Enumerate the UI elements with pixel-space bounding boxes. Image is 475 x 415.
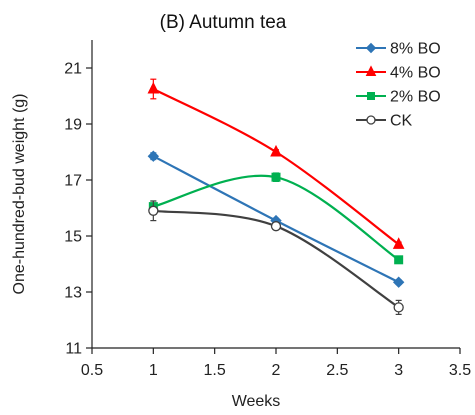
data-point [148,205,159,216]
data-point [394,255,404,265]
legend-label: 4% BO [390,65,441,82]
x-tick-label: 2.5 [326,362,348,379]
legend-label: CK [390,113,413,130]
y-ticks: 11 13 15 17 19 21 [64,61,92,358]
axes [91,40,460,349]
y-tick-label: 19 [64,117,82,134]
y-tick-label: 11 [65,341,82,358]
data-point [392,237,405,249]
chart-title: (B) Autumn tea [160,12,287,33]
plot-area [147,78,405,315]
legend-item: 8% BO [356,41,441,58]
legend-item: CK [356,113,413,130]
data-point [270,221,282,232]
x-tick-label: 0.5 [81,362,103,379]
legend-marker [365,65,377,76]
x-tick-label: 3 [394,362,403,379]
legend-item: 2% BO [356,89,441,106]
y-tick-label: 13 [64,285,82,302]
legend-marker [366,115,376,125]
x-tick-label: 1.5 [204,362,226,379]
legend-marker [365,42,377,54]
legend: 8% BO 4% BO 2% BO CK [356,41,441,130]
data-point [147,81,160,94]
legend-item: 4% BO [356,65,441,82]
x-axis-title: Weeks [232,393,281,410]
data-point [393,302,404,313]
legend-label: 2% BO [390,89,441,106]
x-tick-label: 1 [149,362,158,379]
data-point [147,150,160,162]
x-tick-label: 3.5 [449,362,471,379]
y-tick-label: 17 [64,173,82,190]
y-tick-label: 15 [64,229,82,246]
legend-marker [367,92,375,100]
series-4-bo [147,78,405,249]
y-axis-title: One-hundred-bud weight (g) [11,93,28,294]
y-tick-label: 21 [64,61,82,78]
data-point [270,144,282,157]
data-point [392,276,405,288]
legend-label: 8% BO [390,41,441,58]
series-ck [148,200,404,315]
x-tick-label: 2 [272,362,281,379]
data-point [271,172,281,182]
x-ticks: 0.5 1 1.5 2 2.5 3 3.5 [81,348,471,379]
